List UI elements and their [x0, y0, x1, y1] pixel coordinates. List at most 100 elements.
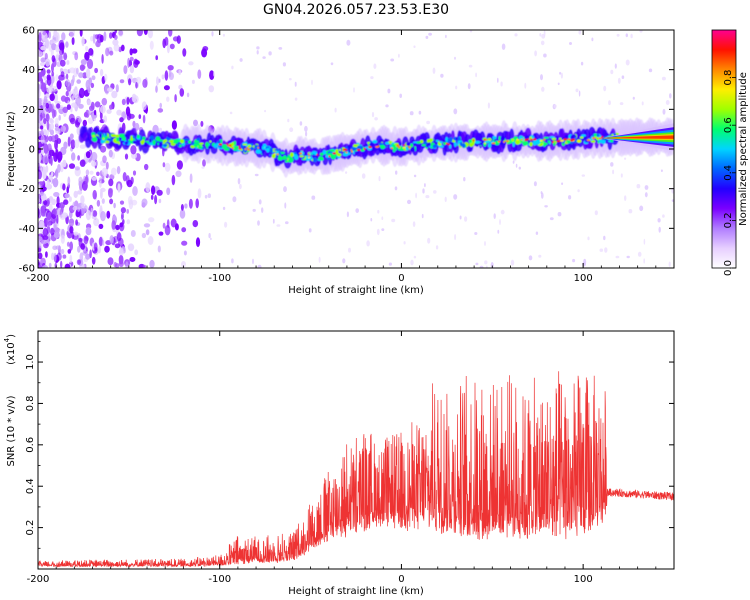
- ridge-peak: [356, 151, 360, 154]
- ridge-peak: [598, 138, 602, 144]
- noise-blob: [197, 69, 202, 79]
- noise-blob: [102, 155, 107, 164]
- noise-blob: [512, 160, 515, 164]
- ridge-hotspot: [351, 150, 353, 153]
- noise-blob: [261, 207, 264, 213]
- noise-blob: [413, 255, 417, 259]
- noise-blob: [311, 195, 316, 200]
- ridge-hotspot: [238, 147, 242, 150]
- noise-blob: [288, 78, 292, 81]
- ridge-peak: [294, 151, 297, 155]
- ridge-peak: [472, 140, 475, 145]
- noise-blob: [111, 220, 116, 230]
- noise-blob: [85, 151, 91, 159]
- ridge-peak: [549, 136, 555, 139]
- ridge-peak: [184, 138, 190, 142]
- noise-blob: [38, 247, 42, 253]
- noise-blob: [118, 30, 124, 37]
- ridge-peak: [186, 142, 189, 145]
- noise-blob: [38, 50, 43, 57]
- ridge-peak: [335, 148, 339, 154]
- noise-blob: [474, 232, 478, 235]
- noise-blob: [345, 171, 348, 174]
- ridge-peak: [216, 142, 219, 146]
- noise-blob: [467, 83, 471, 90]
- ridge-peak: [115, 135, 120, 138]
- noise-blob: [94, 67, 98, 74]
- ridge-hotspot: [231, 147, 234, 150]
- ridge-peak: [132, 140, 137, 144]
- snr-series-line: [38, 371, 674, 568]
- svg-text:(x104): (x104): [3, 334, 17, 365]
- noise-blob: [348, 247, 351, 253]
- noise-blob: [407, 199, 411, 205]
- noise-blob: [67, 136, 71, 147]
- ridge-peak: [281, 156, 288, 160]
- noise-blob: [180, 204, 184, 211]
- ridge-peak: [519, 135, 523, 139]
- noise-blob: [141, 232, 147, 239]
- ridge-hotspot: [532, 138, 537, 141]
- ridge-peak: [470, 144, 473, 147]
- noise-blob: [614, 63, 617, 69]
- noise-blob: [40, 125, 44, 130]
- noise-blob: [93, 218, 100, 227]
- ridge-peak: [118, 141, 121, 145]
- noise-blob: [424, 183, 426, 188]
- ridge-hotspot: [542, 138, 546, 141]
- ridge-peak: [166, 136, 169, 141]
- noise-blob: [662, 108, 666, 115]
- noise-blob: [91, 256, 96, 265]
- spectrogram-y-tick-label: 20: [22, 105, 35, 116]
- noise-blob: [147, 236, 154, 245]
- noise-blob: [126, 209, 129, 214]
- noise-blob: [51, 198, 56, 205]
- ridge-peak: [492, 135, 497, 140]
- noise-blob: [204, 194, 208, 199]
- noise-blob: [126, 97, 130, 105]
- noise-blob: [239, 58, 243, 62]
- noise-blob: [44, 52, 48, 61]
- noise-blob: [62, 254, 67, 259]
- ridge-hotspot: [472, 139, 475, 142]
- noise-blob: [484, 260, 488, 265]
- noise-blob: [122, 172, 127, 182]
- noise-blob: [176, 160, 183, 170]
- noise-blob: [38, 198, 41, 203]
- noise-blob: [603, 235, 606, 241]
- noise-blob: [79, 159, 86, 167]
- spectrogram-y-tick-label: -20: [19, 184, 35, 195]
- noise-blob: [71, 102, 77, 108]
- noise-blob: [53, 92, 59, 104]
- ridge-peak: [299, 155, 304, 158]
- noise-blob: [157, 108, 164, 113]
- noise-blob: [109, 32, 113, 39]
- ridge-peak: [209, 145, 213, 149]
- noise-blob: [617, 77, 621, 84]
- ridge-hotspot: [527, 138, 529, 141]
- noise-blob: [518, 166, 521, 170]
- ridge-peak: [199, 142, 204, 145]
- noise-blob: [76, 190, 83, 195]
- noise-blob: [637, 251, 642, 257]
- ridge-peak: [116, 137, 119, 142]
- noise-blob: [121, 98, 126, 106]
- ridge-peak: [198, 145, 203, 149]
- ridge-hotspot: [350, 149, 353, 152]
- noise-blob: [99, 177, 103, 182]
- noise-blob: [127, 243, 135, 252]
- noise-blob: [258, 199, 262, 205]
- ridge-peak: [100, 139, 104, 144]
- noise-blob: [88, 48, 94, 56]
- noise-blob: [493, 213, 496, 220]
- ridge-peak: [487, 143, 492, 148]
- noise-blob: [69, 30, 75, 38]
- noise-blob: [43, 199, 48, 206]
- ridge-peak: [558, 137, 562, 140]
- noise-blob: [67, 249, 72, 254]
- noise-blob: [553, 104, 557, 108]
- noise-blob: [51, 55, 56, 63]
- noise-blob: [87, 85, 91, 94]
- ridge-hotspot: [398, 146, 401, 149]
- ridge-hotspot: [332, 152, 336, 155]
